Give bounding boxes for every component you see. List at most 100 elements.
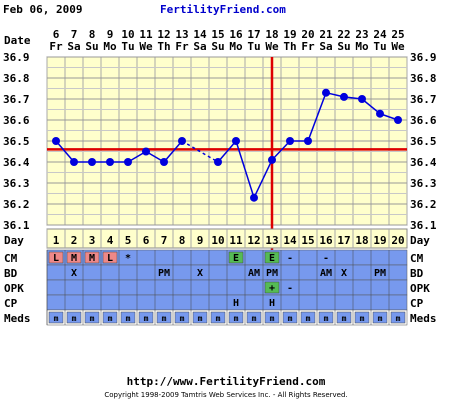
y-tick-right: 36.5 [410,135,437,148]
weekday-label: Mo [355,40,369,53]
cell-marker [84,251,100,264]
date-label: 22 [337,28,350,41]
cell-text: AM [320,268,332,279]
y-tick-right: 36.4 [410,156,437,169]
cycle-day-label: 17 [337,234,350,247]
y-tick-left: 36.9 [3,51,30,64]
weekday-label: Th [157,40,170,53]
cell-text: m [288,314,293,323]
site-name[interactable]: FertilityFriend.com [160,3,286,16]
cycle-day-label: 14 [283,234,297,247]
cell-text: m [198,314,203,323]
cell-marker [318,311,334,324]
weekday-label: Su [337,40,350,53]
y-tick-left: 36.4 [3,156,30,169]
cell-marker [264,281,280,294]
temp-segment [307,92,327,142]
weekday-label: Sa [319,40,332,53]
y-tick-left: 36.7 [3,93,30,106]
y-tick-left: 36.3 [3,177,30,190]
cell-text: M [71,253,77,264]
cycle-day-label: 16 [319,234,333,247]
row-label-right: CM [410,252,424,265]
cycle-day-label: 1 [53,234,60,247]
cell-marker [66,311,82,324]
temp-point [322,88,330,97]
cell-marker [228,251,244,264]
temp-point [52,137,60,145]
cell-text: L [107,253,113,264]
weekday-label: Fr [175,40,189,53]
cell-text: E [233,253,239,264]
cell-text: X [197,268,203,279]
cell-text: - [287,253,293,264]
cell-marker [174,311,190,324]
cell-text: m [216,314,221,323]
weekday-label: Fr [301,40,315,53]
date-label: 8 [89,28,96,41]
weekday-label: Tu [247,40,260,53]
cell-text: L [53,253,59,264]
cycle-day-label: 15 [301,234,314,247]
y-tick-right: 36.1 [410,219,437,232]
cycle-day-label: 11 [229,234,243,247]
cell-marker [282,311,298,324]
row-label-left: BD [4,267,18,280]
cell-text: m [162,314,167,323]
date-label: 11 [139,28,153,41]
cell-text: m [126,314,131,323]
temp-segment [55,140,75,163]
weekday-label: Sa [67,40,80,53]
cell-text: H [233,298,239,309]
cycle-day-label: 9 [197,234,204,247]
weekday-label: Mo [229,40,243,53]
cell-marker [192,311,208,324]
row-label-left: CP [4,297,18,310]
cell-marker [210,311,226,324]
cell-text: m [54,314,59,323]
date-label: 19 [283,28,296,41]
cell-marker [102,251,118,264]
temp-point [304,137,312,145]
date-label: 25 [391,28,404,41]
cycle-day-label: 3 [89,234,96,247]
cell-text: m [342,314,347,323]
cell-text: m [396,314,401,323]
cell-text: m [378,314,383,323]
row-label-left: Meds [4,312,31,325]
temp-segment-dashed [181,140,219,163]
cell-text: PM [158,268,170,279]
cell-text: M [89,253,95,264]
cell-marker [372,311,388,324]
cell-marker [246,311,262,324]
row-label-right: CP [410,297,424,310]
cell-text: m [180,314,185,323]
weekday-label: Su [85,40,98,53]
cell-text: m [90,314,95,323]
y-tick-left: 36.6 [3,114,30,127]
temp-point [358,95,366,103]
cell-marker [228,311,244,324]
cell-text: m [108,314,113,323]
footer-url[interactable]: http://www.FertilityFriend.com [126,375,326,388]
cell-marker [48,251,64,264]
y-tick-right: 36.2 [410,198,437,211]
cell-text: - [287,283,293,294]
temp-segment [163,140,183,163]
cell-marker [354,311,370,324]
cycle-day-label: 5 [125,234,132,247]
cell-marker [390,311,406,324]
temp-segment [217,140,237,163]
cell-text: m [360,314,365,323]
cell-marker [102,311,118,324]
date-label: 7 [71,28,78,41]
cell-text: m [234,314,239,323]
date-label: 10 [121,28,134,41]
date-label: 9 [107,28,114,41]
temp-point [214,158,222,166]
cell-text: E [269,253,275,264]
cell-marker [156,311,172,324]
date-label: 16 [229,28,243,41]
row-label-right: OPK [410,282,430,295]
